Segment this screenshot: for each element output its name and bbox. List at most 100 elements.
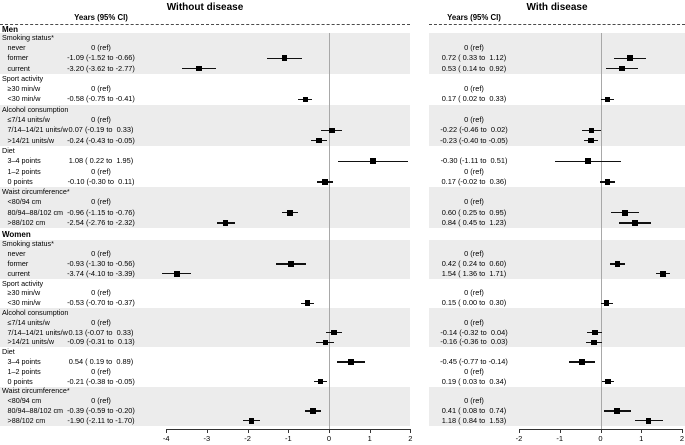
row-label: <30 min/w xyxy=(7,298,41,308)
point-marker xyxy=(591,339,597,346)
estimate-text: -0.24 (-0.43 to -0.05) xyxy=(67,135,135,145)
point-marker xyxy=(331,329,338,336)
estimate-text: -0.93 (-1.30 to -0.56) xyxy=(67,259,135,268)
panel-title: Without disease xyxy=(166,2,244,13)
point-marker xyxy=(322,339,329,346)
estimate-text: 0.07 (-0.19 to 0.33) xyxy=(68,125,134,135)
point-marker xyxy=(604,96,611,103)
estimate-text: 0 (ref) xyxy=(91,317,111,327)
estimate-text: 0 (ref) xyxy=(464,288,484,298)
point-marker xyxy=(622,209,628,216)
axis-tick xyxy=(329,428,330,433)
point-marker xyxy=(287,209,293,216)
point-marker xyxy=(619,65,625,72)
estimate-text: -0.10 (-0.30 to 0.11) xyxy=(67,176,135,186)
header-divider xyxy=(0,24,410,25)
axis-tick xyxy=(166,428,168,433)
axis-tick-label: 2 xyxy=(679,433,685,443)
shaded-band xyxy=(0,239,410,279)
group-label: Diet xyxy=(2,347,15,357)
estimate-text: -3.20 (-3.62 to -2.77) xyxy=(67,63,135,73)
row-label: 7/14–14/21 units/w xyxy=(7,125,68,135)
point-marker xyxy=(645,418,652,424)
point-marker xyxy=(195,65,202,72)
point-marker xyxy=(579,359,585,365)
group-label: Diet xyxy=(2,145,15,155)
axis-tick xyxy=(369,428,371,433)
estimate-text: 0 (ref) xyxy=(91,396,111,406)
header-divider xyxy=(429,24,685,25)
point-marker xyxy=(173,271,180,277)
point-marker xyxy=(348,359,354,365)
row-label: ≥30 min/w xyxy=(7,84,41,94)
axis-tick-label: 1 xyxy=(367,433,372,443)
row-label: former xyxy=(7,259,29,268)
row-label: <30 min/w xyxy=(7,94,41,104)
estimate-text: 0.17 ( 0.02 to 0.33) xyxy=(441,94,507,104)
point-marker xyxy=(605,378,612,385)
estimate-text: -0.53 (-0.70 to -0.37) xyxy=(67,298,135,308)
row-label: never xyxy=(7,42,26,52)
estimate-text: -0.96 (-1.15 to -0.76) xyxy=(67,207,135,217)
estimate-text: 0 (ref) xyxy=(464,317,484,327)
point-marker xyxy=(317,378,324,385)
estimate-text: 0.84 ( 0.45 to 1.23) xyxy=(441,218,507,228)
row-label: >88/102 cm xyxy=(7,218,46,228)
estimate-text: 1.18 ( 0.84 to 1.53) xyxy=(441,415,507,425)
row-label: 1–2 points xyxy=(7,166,41,176)
estimate-text: 0 (ref) xyxy=(91,42,111,52)
group-label: Sport activity xyxy=(2,73,44,83)
shaded-band xyxy=(429,386,685,426)
axis-tick-label: -3 xyxy=(203,433,211,443)
row-label: <80/94 cm xyxy=(7,197,42,207)
row-label: >14/21 units/w xyxy=(7,337,55,347)
group-label: Alcohol consumption xyxy=(2,308,69,317)
estimate-text: -0.14 (-0.32 to 0.04) xyxy=(440,327,508,337)
row-label: 0 points xyxy=(7,376,33,386)
estimate-text: -0.23 (-0.40 to -0.05) xyxy=(440,135,508,145)
column-header: Years (95% CI) xyxy=(74,12,128,22)
estimate-text: 0 (ref) xyxy=(464,42,484,52)
estimate-text: 0 (ref) xyxy=(464,197,484,207)
axis-tick xyxy=(247,428,249,433)
axis-tick xyxy=(600,428,602,433)
group-label: Smoking status* xyxy=(2,32,54,42)
shaded-band xyxy=(0,187,410,229)
axis-tick xyxy=(559,428,561,433)
row-label: never xyxy=(7,249,26,259)
axis-tick-label: -1 xyxy=(556,433,564,443)
axis-tick xyxy=(288,428,290,433)
point-marker xyxy=(316,137,323,144)
group-label: Waist circumference* xyxy=(2,386,70,396)
estimate-text: 1.08 ( 0.22 to 1.95) xyxy=(68,156,134,166)
row-label: >88/102 cm xyxy=(7,415,46,425)
shaded-band xyxy=(0,386,410,426)
estimate-text: 0 (ref) xyxy=(464,249,484,259)
row-label: current xyxy=(7,268,30,278)
point-marker xyxy=(304,300,311,306)
axis-tick xyxy=(682,428,683,433)
group-label: Sport activity xyxy=(2,278,44,288)
axis-tick-label: 0 xyxy=(326,433,332,443)
point-marker xyxy=(604,179,611,185)
estimate-text: 0.13 (-0.07 to 0.33) xyxy=(68,327,134,337)
estimate-text: 0 (ref) xyxy=(464,84,484,94)
row-label: current xyxy=(7,63,30,73)
estimate-text: 0.15 ( 0.00 to 0.30) xyxy=(441,298,507,308)
point-marker xyxy=(588,127,595,134)
estimate-text: 0 (ref) xyxy=(464,366,484,376)
axis-tick-label: -1 xyxy=(284,433,292,443)
shaded-band xyxy=(0,32,410,74)
point-marker xyxy=(631,220,638,226)
estimate-text: -0.21 (-0.38 to -0.05) xyxy=(67,376,135,386)
point-marker xyxy=(591,329,598,336)
estimate-text: 0 (ref) xyxy=(464,396,484,406)
axis-tick-label: -2 xyxy=(515,433,523,443)
estimate-text: 0.60 ( 0.25 to 0.95) xyxy=(441,207,507,217)
estimate-text: -3.74 (-4.10 to -3.39) xyxy=(67,268,135,278)
estimate-text: -0.16 (-0.36 to 0.03) xyxy=(440,337,508,347)
row-label: 80/94–88/102 cm xyxy=(7,207,64,217)
row-label: >14/21 units/w xyxy=(7,135,55,145)
estimate-text: -0.45 (-0.77 to -0.14) xyxy=(440,357,508,366)
axis-tick-label: 0 xyxy=(598,433,603,443)
